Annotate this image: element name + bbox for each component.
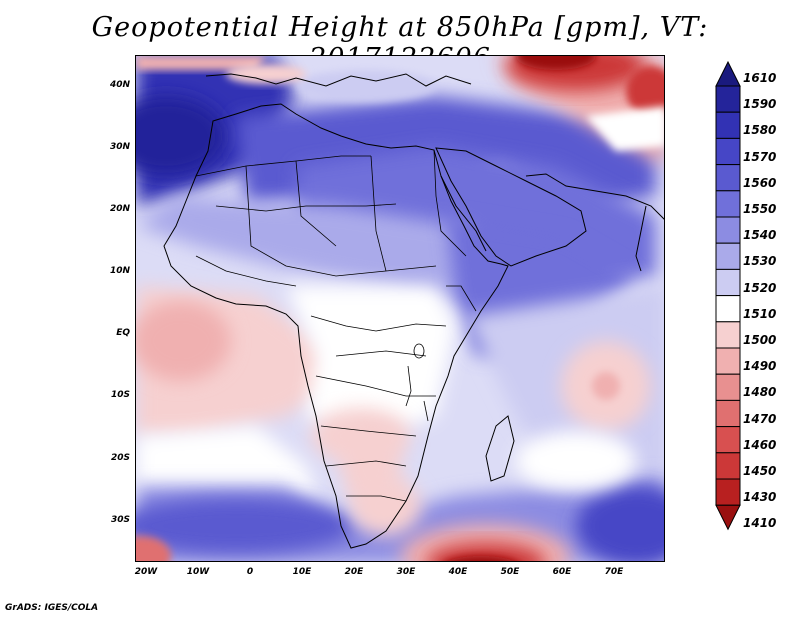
colorbar-box [715, 321, 741, 349]
map-field [136, 56, 664, 561]
lon-label-50e: 50E [500, 567, 520, 577]
colorbar-label: 1560 [743, 175, 777, 190]
lon-label-60e: 60E [552, 567, 572, 577]
colorbar-box [715, 137, 741, 166]
colorbar-label: 1510 [743, 306, 777, 321]
colorbar-label: 1610 [743, 70, 777, 85]
colorbar-box [715, 164, 741, 192]
colorbar-bottom-arrow [715, 504, 741, 531]
colorbar-box [715, 399, 741, 428]
lat-label-10s: 10S [110, 390, 130, 400]
colorbar-label: 1490 [743, 359, 777, 374]
colorbar-top-arrow [715, 60, 741, 87]
colorbar-box [715, 347, 741, 375]
colorbar-label: 1550 [743, 201, 777, 216]
colorbar-box [715, 478, 741, 506]
lat-label-eq: EQ [116, 328, 130, 338]
lon-label-0: 0 [246, 567, 254, 577]
colorbar-box [715, 216, 741, 244]
colorbar-label: 1410 [743, 516, 777, 531]
colorbar-box [715, 242, 741, 270]
colorbar-label: 1430 [743, 490, 777, 505]
lat-label-40n: 40N [109, 80, 130, 90]
colorbar-box [715, 295, 741, 323]
colorbar-label: 1470 [743, 411, 777, 426]
grads-credit: GrADS: IGES/COLA [5, 603, 99, 613]
colorbar [715, 60, 741, 531]
lat-label-10n: 10N [109, 266, 130, 276]
colorbar-label: 1450 [743, 463, 777, 478]
lon-label-70e: 70E [604, 567, 624, 577]
colorbar-box [715, 426, 741, 454]
colorbar-label: 1570 [743, 149, 777, 164]
colorbar-label: 1460 [743, 437, 777, 452]
colorbar-label: 1540 [743, 228, 777, 243]
lon-label-10e: 10E [292, 567, 312, 577]
height-field-shading [136, 56, 664, 561]
lon-label-20w: 20W [134, 567, 158, 577]
lat-label-30s: 30S [110, 515, 130, 525]
lon-label-20e: 20E [344, 567, 364, 577]
coastlines [163, 73, 664, 549]
colorbar-box [715, 268, 741, 297]
lat-label-20s: 20S [110, 453, 130, 463]
lat-label-20n: 20N [109, 204, 130, 214]
colorbar-label: 1520 [743, 280, 777, 295]
colorbar-box [715, 190, 741, 218]
colorbar-label: 1480 [743, 385, 777, 400]
map-panel [135, 55, 665, 562]
colorbar-label: 1530 [743, 254, 777, 269]
colorbar-box [715, 85, 741, 113]
lon-label-40e: 40E [448, 567, 468, 577]
colorbar-box [715, 373, 741, 401]
colorbar-box [715, 111, 741, 139]
lon-label-10w: 10W [186, 567, 210, 577]
colorbar-label: 1500 [743, 332, 777, 347]
lon-label-30e: 30E [396, 567, 416, 577]
colorbar-box [715, 452, 741, 480]
colorbar-label: 1580 [743, 123, 777, 138]
lat-label-30n: 30N [109, 142, 130, 152]
colorbar-label: 1590 [743, 97, 777, 112]
